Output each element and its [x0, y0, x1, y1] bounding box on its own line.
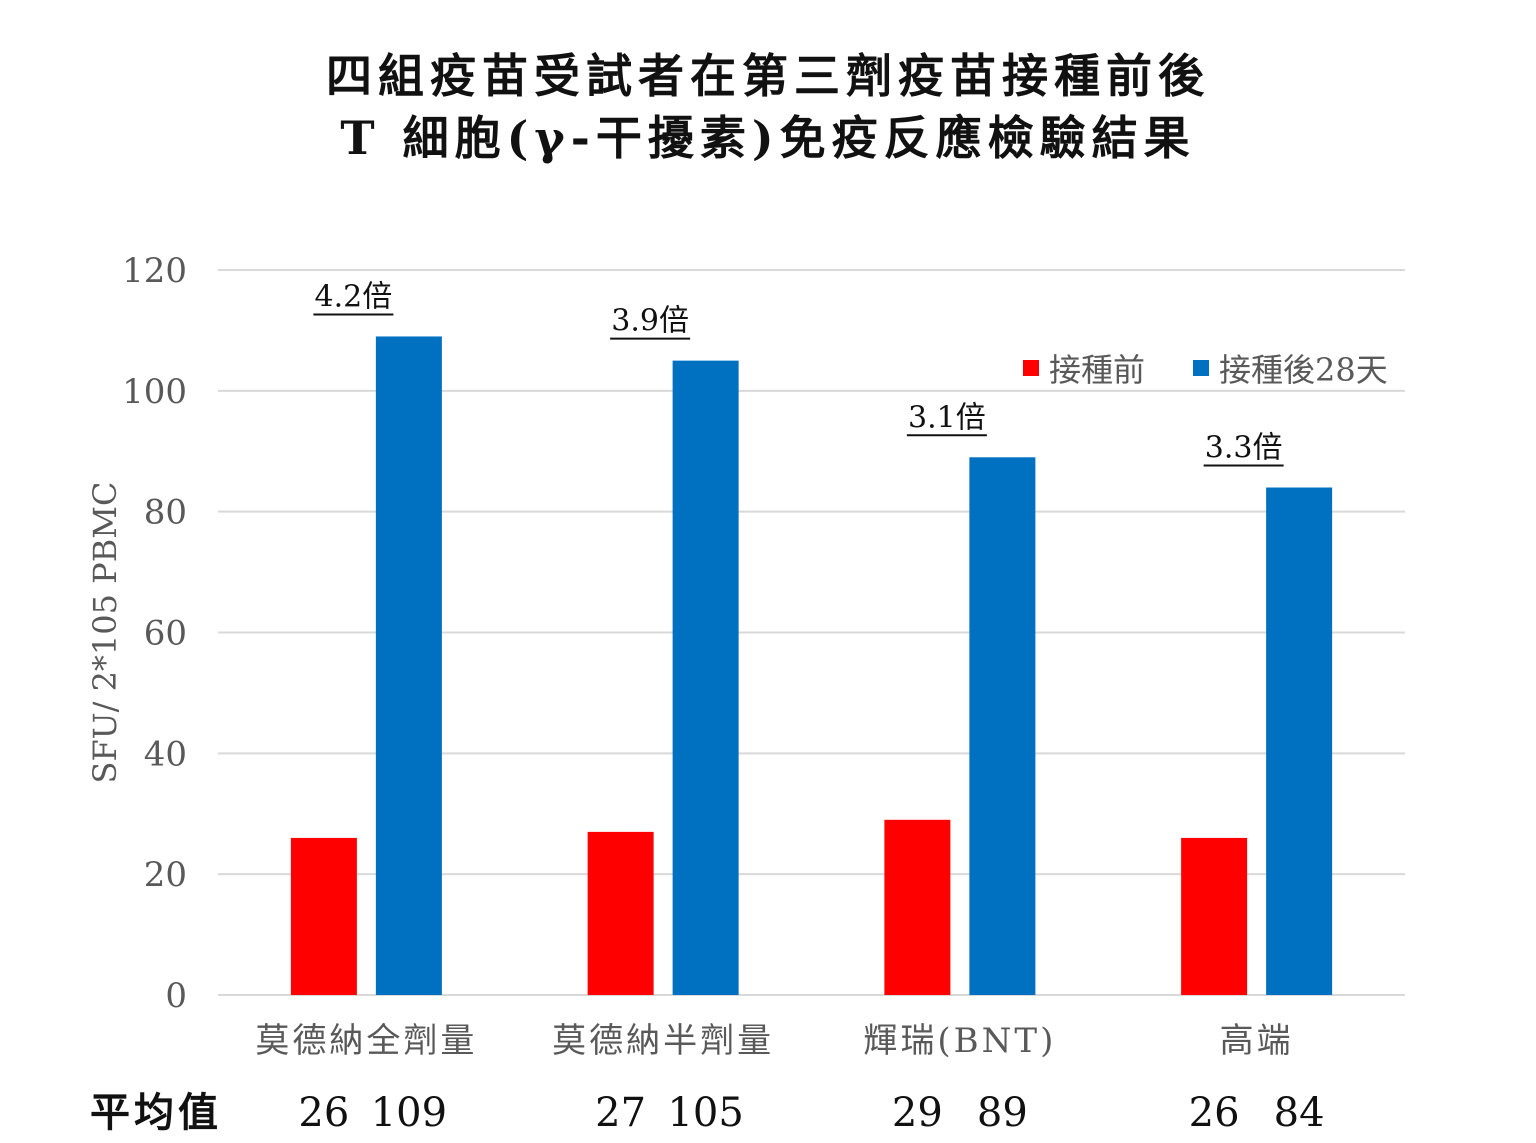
chart-title-line-2: T 細胞(γ-干擾素)免疫反應檢驗結果 — [340, 111, 1196, 165]
mean-value: 105 — [667, 1090, 743, 1136]
mean-value: 84 — [1274, 1090, 1325, 1136]
x-category-label: 高端 — [1220, 1021, 1294, 1061]
x-category-label: 莫德納半劑量 — [552, 1021, 774, 1061]
mean-row-label: 平均值 — [90, 1089, 222, 1136]
x-category-label: 輝瑞(BNT) — [863, 1021, 1056, 1061]
mean-value: 26 — [1189, 1090, 1240, 1136]
legend-swatch — [1193, 360, 1209, 376]
bar-after — [672, 360, 739, 995]
bar-after — [1266, 487, 1333, 995]
fold-change-label: 3.9倍 — [611, 304, 689, 339]
legend-swatch — [1023, 360, 1039, 376]
mean-value: 89 — [977, 1090, 1028, 1136]
bar-after — [969, 457, 1036, 996]
mean-value: 29 — [892, 1090, 943, 1136]
bar-before — [1181, 837, 1248, 995]
mean-value: 109 — [371, 1090, 447, 1136]
mean-value: 27 — [595, 1090, 646, 1136]
y-tick-label: 120 — [122, 251, 187, 291]
bar-before — [884, 819, 951, 995]
legend-label: 接種前 — [1049, 351, 1145, 389]
bar-after — [375, 336, 442, 995]
bar-before — [587, 831, 654, 995]
fold-change-label: 3.3倍 — [1205, 431, 1283, 466]
mean-value: 26 — [298, 1090, 349, 1136]
y-tick-label: 100 — [122, 372, 187, 412]
y-tick-label: 40 — [144, 734, 187, 774]
x-category-label: 莫德納全劑量 — [255, 1021, 477, 1061]
y-tick-label: 0 — [165, 976, 187, 1016]
y-tick-label: 20 — [144, 855, 187, 895]
y-axis-label: SFU/ 2*105 PBMC — [86, 482, 124, 784]
fold-change-label: 3.1倍 — [908, 400, 986, 435]
fold-change-label: 4.2倍 — [315, 279, 393, 314]
y-tick-label: 60 — [144, 614, 187, 654]
chart-title-line-1: 四組疫苗受試者在第三劑疫苗接種前後 — [326, 49, 1210, 103]
y-tick-label: 80 — [144, 493, 187, 533]
bar-before — [290, 837, 357, 995]
legend-label: 接種後28天 — [1219, 351, 1388, 389]
